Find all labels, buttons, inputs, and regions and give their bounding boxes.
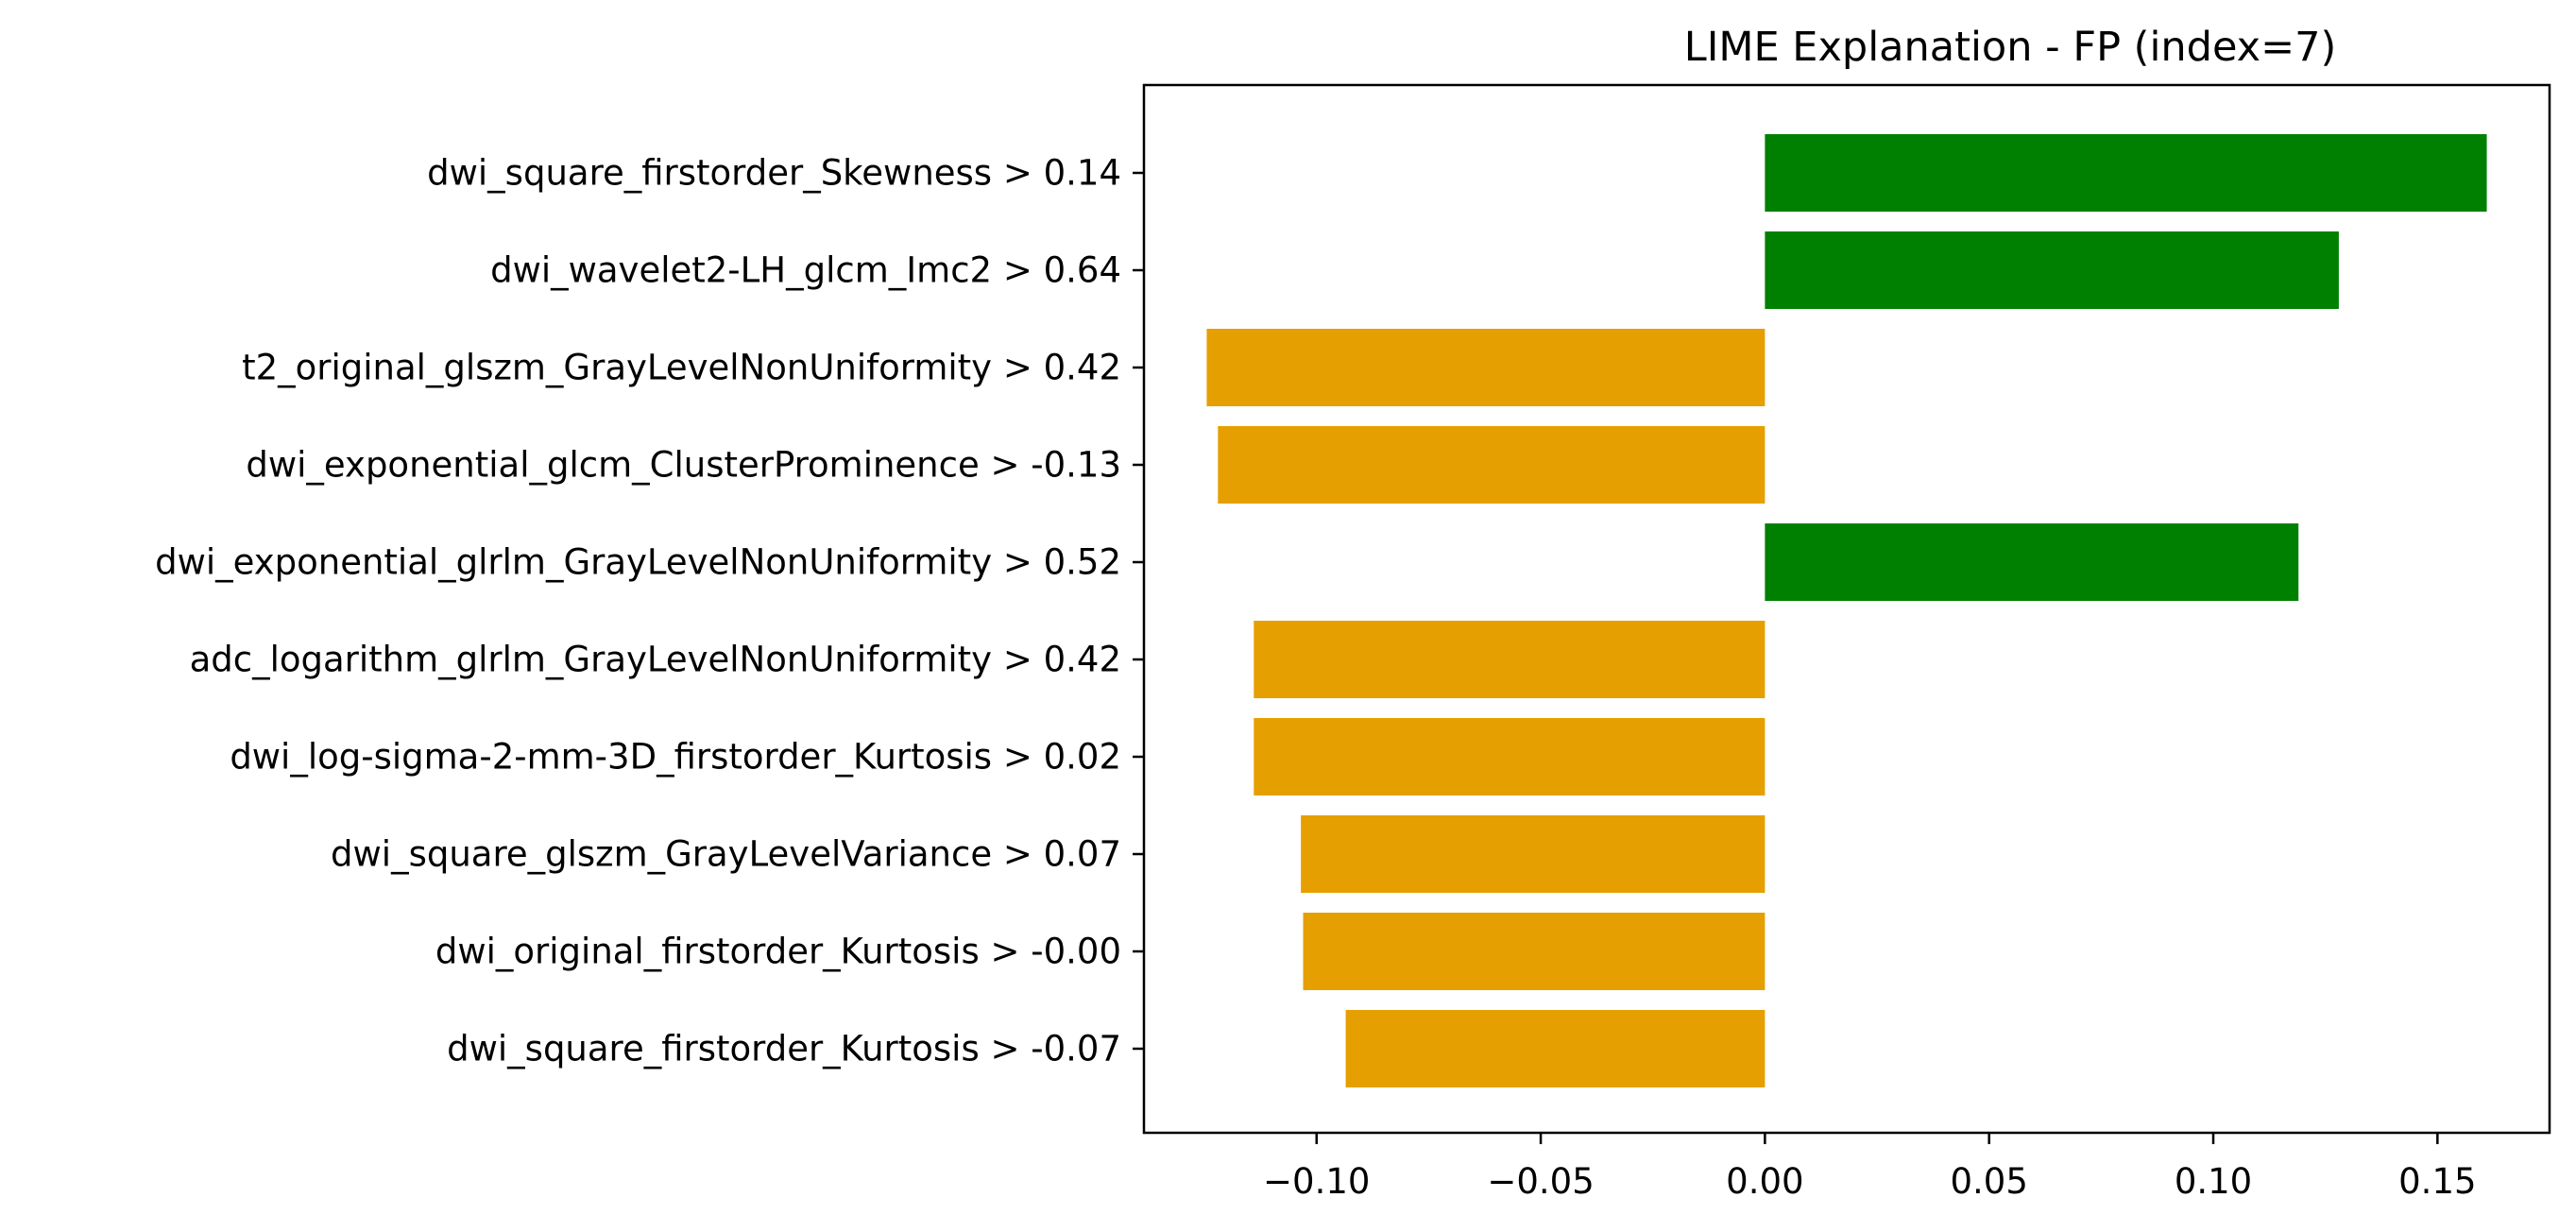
bar-2 [1206,329,1766,406]
plot-area-frame [1142,83,2551,1135]
chart-title: LIME Explanation - FP (index=7) [1684,24,2337,71]
bar-1 [1765,231,2339,309]
bar-7 [1301,815,1766,893]
x-tick-label-2: 0.00 [1726,1161,1803,1202]
bar-6 [1254,718,1766,796]
bars-layer [1206,134,2487,1087]
y-tick-label-2: t2_original_glszm_GrayLevelNonUniformity… [242,348,1121,388]
y-tick-label-4: dwi_exponential_glrlm_GrayLevelNonUnifor… [155,542,1121,583]
x-tick-label-5: 0.15 [2398,1161,2476,1202]
bar-8 [1303,913,1766,990]
x-tick-label-4: 0.10 [2175,1161,2252,1202]
bar-0 [1765,134,2487,212]
bar-4 [1765,523,2299,601]
y-tick-labels: dwi_square_firstorder_Skewness > 0.14 dwi… [155,153,1144,1069]
x-tick-label-1: −0.05 [1487,1161,1594,1202]
bar-9 [1345,1010,1766,1087]
y-tick-label-9: dwi_square_firstorder_Kurtosis > -0.07 [447,1029,1121,1069]
y-tick-label-7: dwi_square_glszm_GrayLevelVariance > 0.0… [331,834,1121,875]
bar-5 [1254,621,1766,698]
y-tick-label-5: adc_logarithm_glrlm_GrayLevelNonUniformi… [190,640,1121,680]
x-axis-ticks: −0.10 −0.05 0.00 0.05 0.10 0.15 [1263,1133,2477,1202]
y-tick-label-8: dwi_original_firstorder_Kurtosis > -0.00 [435,932,1121,972]
y-tick-label-1: dwi_wavelet2-LH_glcm_Imc2 > 0.64 [490,250,1121,291]
y-tick-label-3: dwi_exponential_glcm_ClusterProminence >… [246,445,1121,486]
y-tick-label-0: dwi_square_firstorder_Skewness > 0.14 [427,153,1121,194]
y-tick-label-6: dwi_log-sigma-2-mm-3D_firstorder_Kurtosi… [230,737,1121,778]
bar-3 [1218,426,1766,504]
x-tick-label-0: −0.10 [1263,1161,1370,1202]
x-tick-label-3: 0.05 [1951,1161,2028,1202]
